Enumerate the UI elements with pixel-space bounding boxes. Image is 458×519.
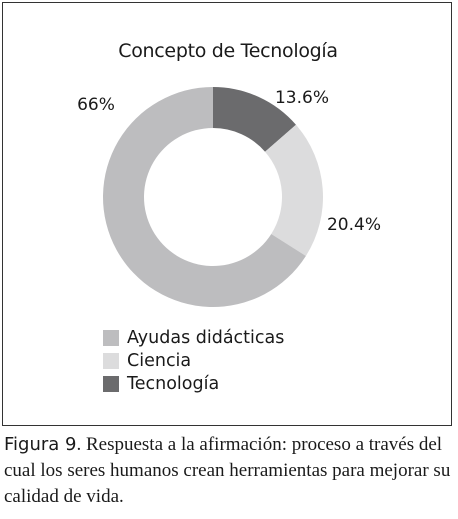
caption-text: . Respuesta a la afirmación: proceso a t… — [4, 434, 451, 507]
slice-value-label: 13.6% — [275, 88, 329, 108]
caption-label: Figura 9 — [4, 434, 77, 455]
slice-value-label: 20.4% — [327, 215, 381, 235]
legend-label: Ayudas didácticas — [127, 327, 285, 348]
legend-swatch — [103, 329, 119, 346]
legend-label: Ciencia — [127, 350, 192, 371]
legend-item-ayudas: Ayudas didácticas — [103, 326, 284, 349]
slice-value-label: 66% — [77, 95, 115, 115]
donut-chart: 13.6% 20.4% 66% — [77, 87, 381, 307]
chart-frame: Concepto de Tecnología 13.6% 20.4% 66% Ayu… — [2, 2, 452, 426]
donut-slice — [102, 87, 306, 307]
donut-slice — [213, 87, 296, 152]
legend: Ayudas didácticas Ciencia Tecnología — [103, 326, 284, 395]
legend-swatch — [103, 375, 119, 392]
figure-caption: Figura 9. Respuesta a la afirmación: pro… — [4, 432, 454, 510]
legend-item-tecnologia: Tecnología — [103, 372, 284, 395]
legend-swatch — [103, 352, 119, 369]
slice-labels: 13.6% 20.4% 66% — [77, 88, 381, 235]
legend-item-ciencia: Ciencia — [103, 349, 284, 372]
legend-label: Tecnología — [127, 373, 220, 394]
chart-title: Concepto de Tecnología — [118, 40, 338, 62]
donut-slices — [102, 87, 323, 307]
donut-slice — [265, 124, 323, 256]
